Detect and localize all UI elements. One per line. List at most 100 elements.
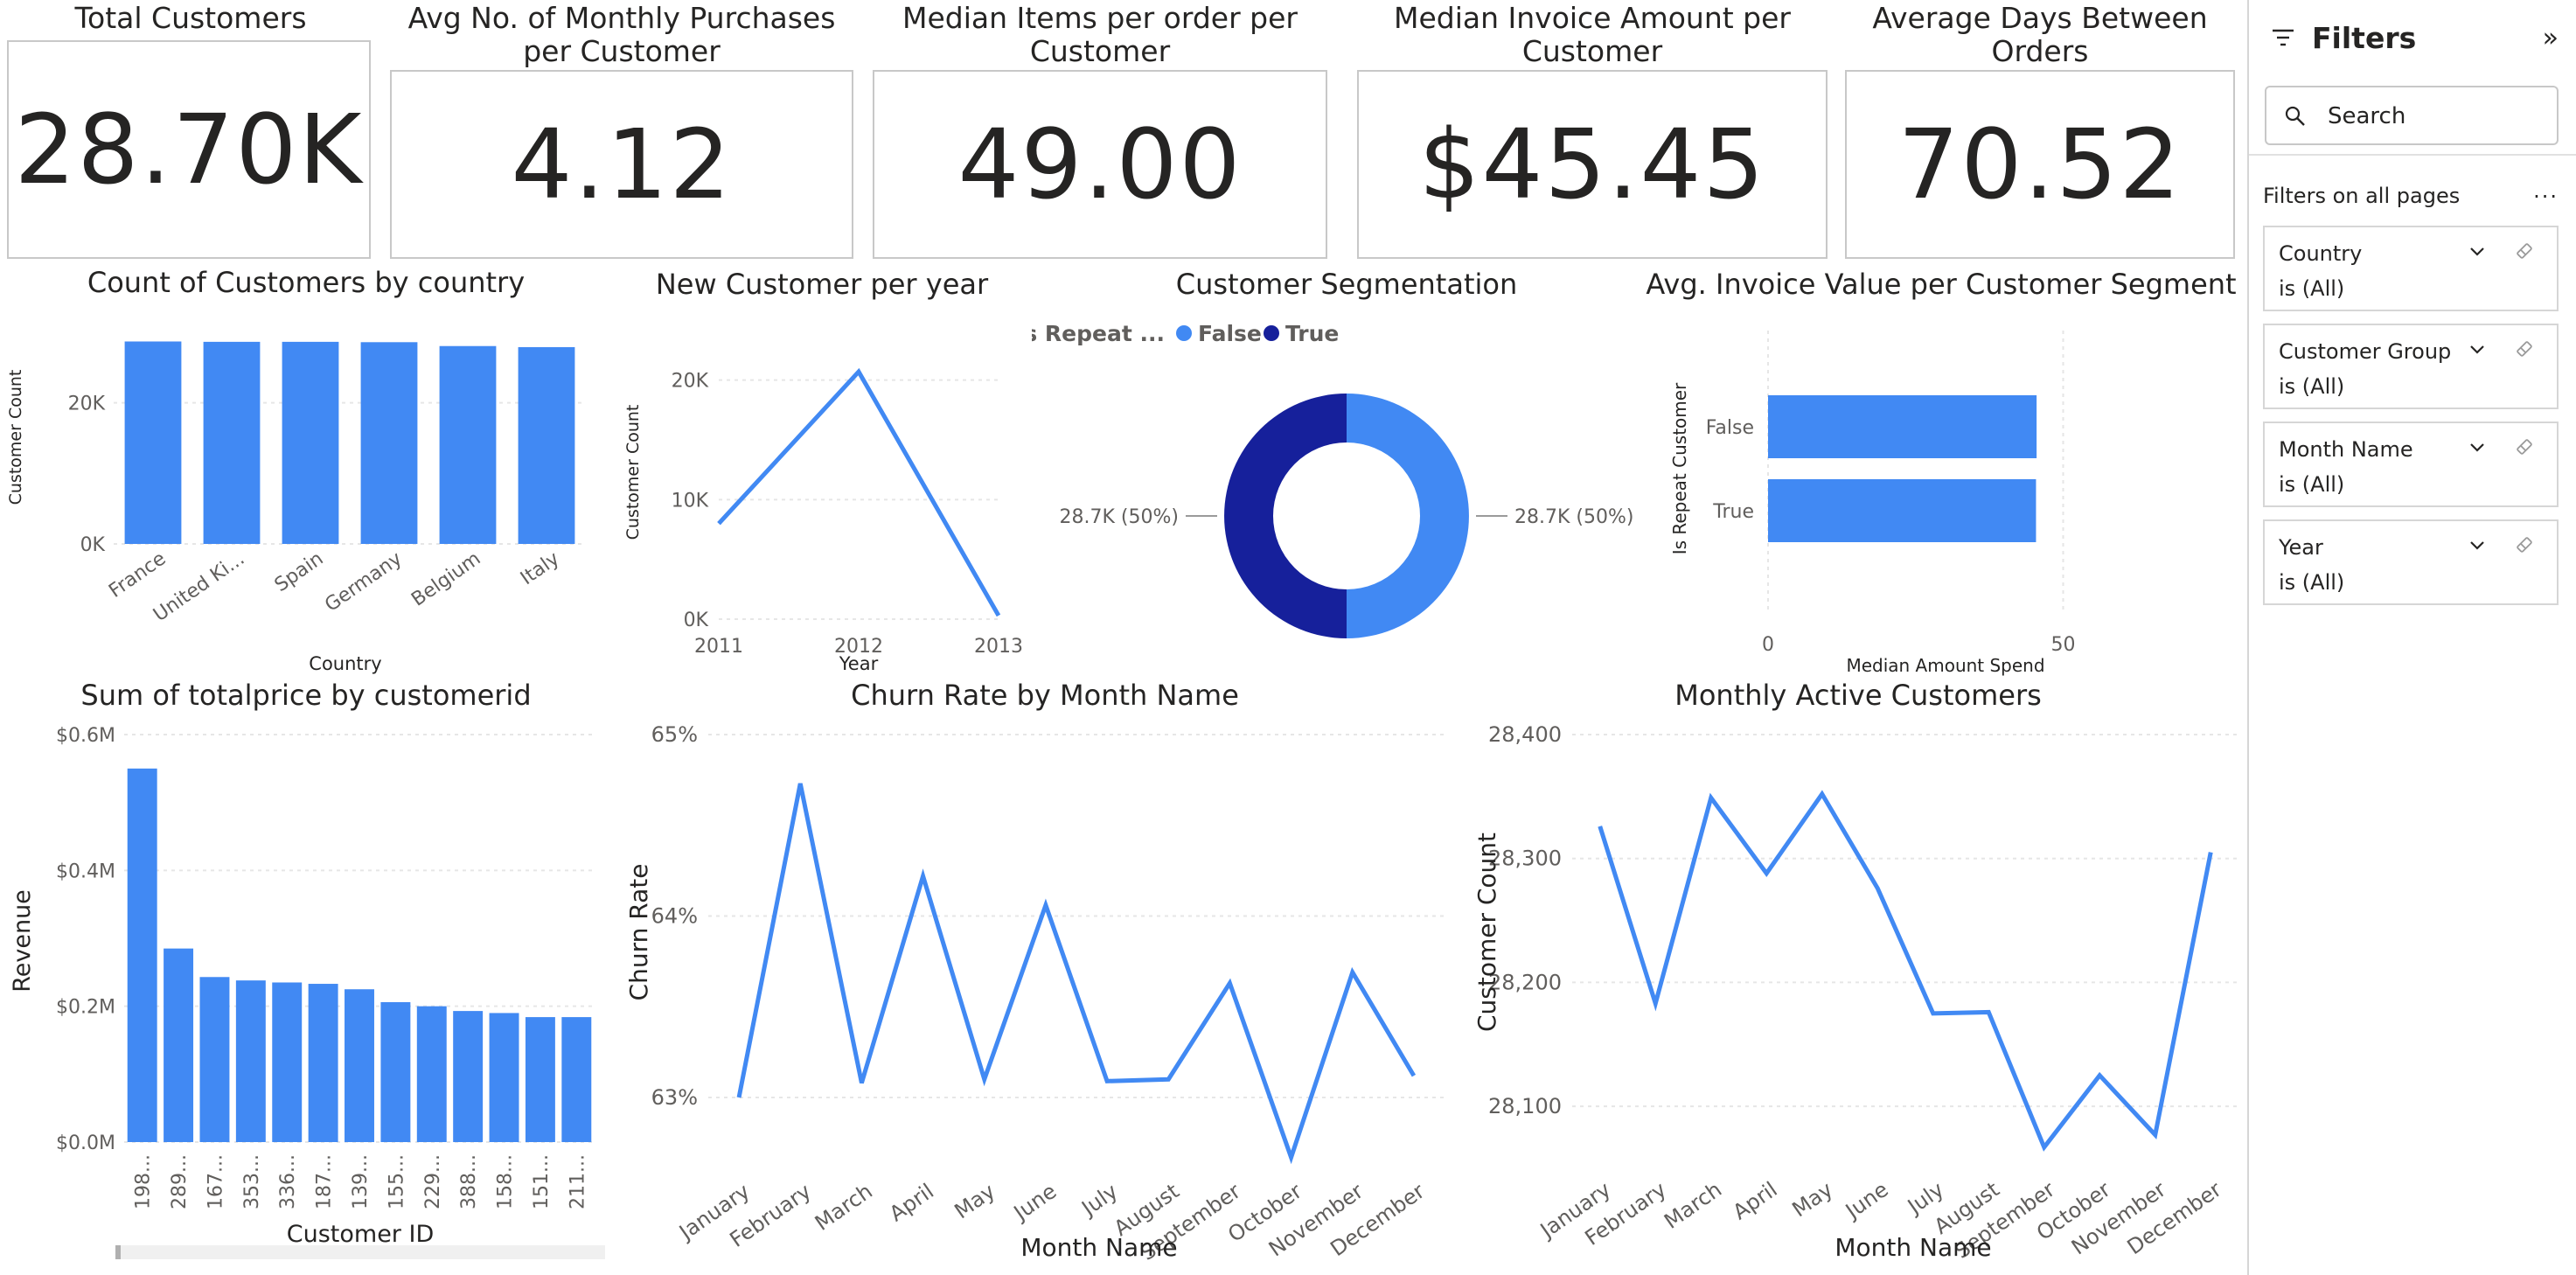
bar (439, 345, 497, 544)
bar (272, 982, 303, 1142)
x-tick-label: 2012 (834, 636, 883, 658)
bar (127, 768, 157, 1142)
y-tick-label: 20K (68, 394, 106, 415)
kpi-title-avg-days-between: Average Days Between Orders (1872, 1, 2208, 68)
bar (164, 948, 194, 1142)
x-tick-label: Italy (517, 547, 563, 589)
kpi-value-avg-monthly-purchases: 4.12 (511, 108, 733, 220)
x-tick-label: May (1787, 1177, 1837, 1222)
bar (1768, 479, 2036, 542)
x-tick-label: May (950, 1179, 999, 1223)
y-tick-label: 64% (651, 904, 698, 929)
kpi-card-avg-days-between[interactable]: 70.52 (1845, 70, 2235, 259)
kpi-title-avg-monthly-purchases: Avg No. of Monthly Purchases per Custome… (407, 1, 836, 68)
bar (518, 346, 575, 544)
x-tick-label: March (811, 1179, 877, 1236)
x-tick-label: June (1008, 1179, 1062, 1226)
chevron-down-icon[interactable] (2468, 437, 2487, 456)
y-tick-label: $0.6M (56, 725, 115, 747)
x-axis-title: Month Name (1835, 1233, 1991, 1262)
data-label: 28.7K (50%) (1514, 506, 1633, 528)
y-tick-label: 65% (651, 722, 698, 747)
eraser-icon[interactable] (2513, 533, 2536, 556)
y-tick-label: 0K (80, 534, 106, 556)
y-tick-label: $0.2M (56, 997, 115, 1019)
x-tick-label: 151... (531, 1154, 553, 1209)
x-tick-label: France (105, 547, 170, 602)
chart-mac-svg[interactable]: 28,10028,20028,30028,400JanuaryFebruaryM… (1460, 717, 2247, 1275)
y-tick-label: True (1712, 501, 1754, 523)
x-tick-label: Belgium (407, 547, 484, 610)
totalprice-scrollbar-thumb[interactable] (115, 1245, 121, 1259)
kpi-title-total-customers: Total Customers (74, 1, 307, 35)
y-tick-label: 28,400 (1488, 722, 1562, 747)
chart-new-customer-svg[interactable]: 0K 10K 20K 2011 2012 2013 Year Customer Count (612, 306, 1041, 682)
eraser-icon[interactable] (2513, 338, 2536, 360)
chart-invoice-segment-svg[interactable]: 0 50 False True Median Amount Spend Is Repeat… (1644, 306, 2238, 682)
chevron-down-icon[interactable] (2468, 535, 2487, 554)
y-tick-label: 20K (672, 371, 709, 393)
y-axis-title: Customer Count (1472, 833, 1501, 1032)
bar (199, 977, 230, 1142)
kpi-card-median-items[interactable]: 49.00 (873, 70, 1327, 259)
data-label: 28.7K (50%) (1060, 506, 1179, 528)
kpi-value-median-invoice: $45.45 (1418, 108, 1766, 220)
x-tick-label: June (1840, 1177, 1893, 1224)
bar (345, 989, 374, 1142)
kpi-card-total-customers[interactable]: 28.70K (7, 40, 371, 259)
chart-segmentation-svg[interactable]: Is Repeat ... False True 28.7K (50%) 28.7K (… (1032, 306, 1644, 682)
y-tick-label: 28,200 (1488, 970, 1562, 994)
filters-section-label: Filters on all pages (2263, 184, 2461, 208)
filter-card-name: Year (2279, 535, 2323, 560)
pie-slice (1224, 394, 1347, 638)
chart-totalprice-svg[interactable]: $0.0M $0.2M $0.4M $0.6M 198... 289... 167... 35… (0, 717, 612, 1245)
filter-card-customer-group[interactable]: Customer Group is (All) (2263, 324, 2559, 409)
filter-search-input[interactable] (2326, 99, 2548, 134)
filter-card-country[interactable]: Country is (All) (2263, 226, 2559, 311)
legend-title: Is Repeat ... (1032, 321, 1165, 346)
y-axis-title: Churn Rate (624, 864, 653, 1001)
chevron-down-icon[interactable] (2468, 339, 2487, 359)
filter-card-value: is (All) (2279, 276, 2345, 301)
collapse-pane-icon[interactable]: » (2542, 23, 2559, 53)
filter-icon (2273, 29, 2294, 46)
x-tick-label: 336... (277, 1154, 299, 1209)
x-tick-label: 2013 (974, 636, 1023, 658)
eraser-icon[interactable] (2513, 240, 2536, 262)
filter-card-value: is (All) (2279, 570, 2345, 595)
series-line (717, 367, 1001, 617)
legend-marker (1264, 325, 1279, 341)
y-axis-title: Customer Count (6, 370, 25, 505)
x-tick-label: 2011 (694, 636, 743, 658)
series-line (736, 783, 1417, 1165)
filter-card-month-name[interactable]: Month Name is (All) (2263, 422, 2559, 507)
search-icon (2285, 106, 2305, 126)
x-tick-label: 167... (205, 1154, 226, 1209)
x-tick-label: April (1729, 1177, 1782, 1224)
legend-marker (1176, 325, 1192, 341)
chart-title-mac: Monthly Active Customers (1674, 679, 2042, 712)
bar (203, 341, 261, 544)
chevron-down-icon[interactable] (2468, 241, 2487, 261)
chart-title-totalprice: Sum of totalprice by customerid (80, 679, 532, 712)
filter-card-name: Month Name (2279, 437, 2413, 462)
y-tick-label: $0.4M (56, 860, 115, 882)
y-axis-title: Customer Count (623, 405, 643, 540)
eraser-icon[interactable] (2513, 435, 2536, 458)
more-options-icon[interactable]: ... (2533, 178, 2559, 203)
kpi-card-median-invoice[interactable]: $45.45 (1357, 70, 1828, 259)
kpi-value-avg-days-between: 70.52 (1897, 108, 2183, 220)
totalprice-scrollbar-track[interactable] (115, 1245, 605, 1259)
x-tick-label: 139... (350, 1154, 372, 1209)
bar (416, 1006, 447, 1142)
x-tick-label: 0 (1762, 634, 1774, 656)
filter-card-year[interactable]: Year is (All) (2263, 519, 2559, 605)
filters-pane-title: Filters (2312, 21, 2417, 55)
x-axis-title: Year (839, 653, 879, 674)
kpi-card-avg-monthly-purchases[interactable]: 4.12 (390, 70, 853, 259)
x-tick-label: Germany (321, 547, 406, 616)
y-tick-label: 28,100 (1488, 1094, 1562, 1118)
filter-search-box[interactable] (2265, 86, 2559, 145)
